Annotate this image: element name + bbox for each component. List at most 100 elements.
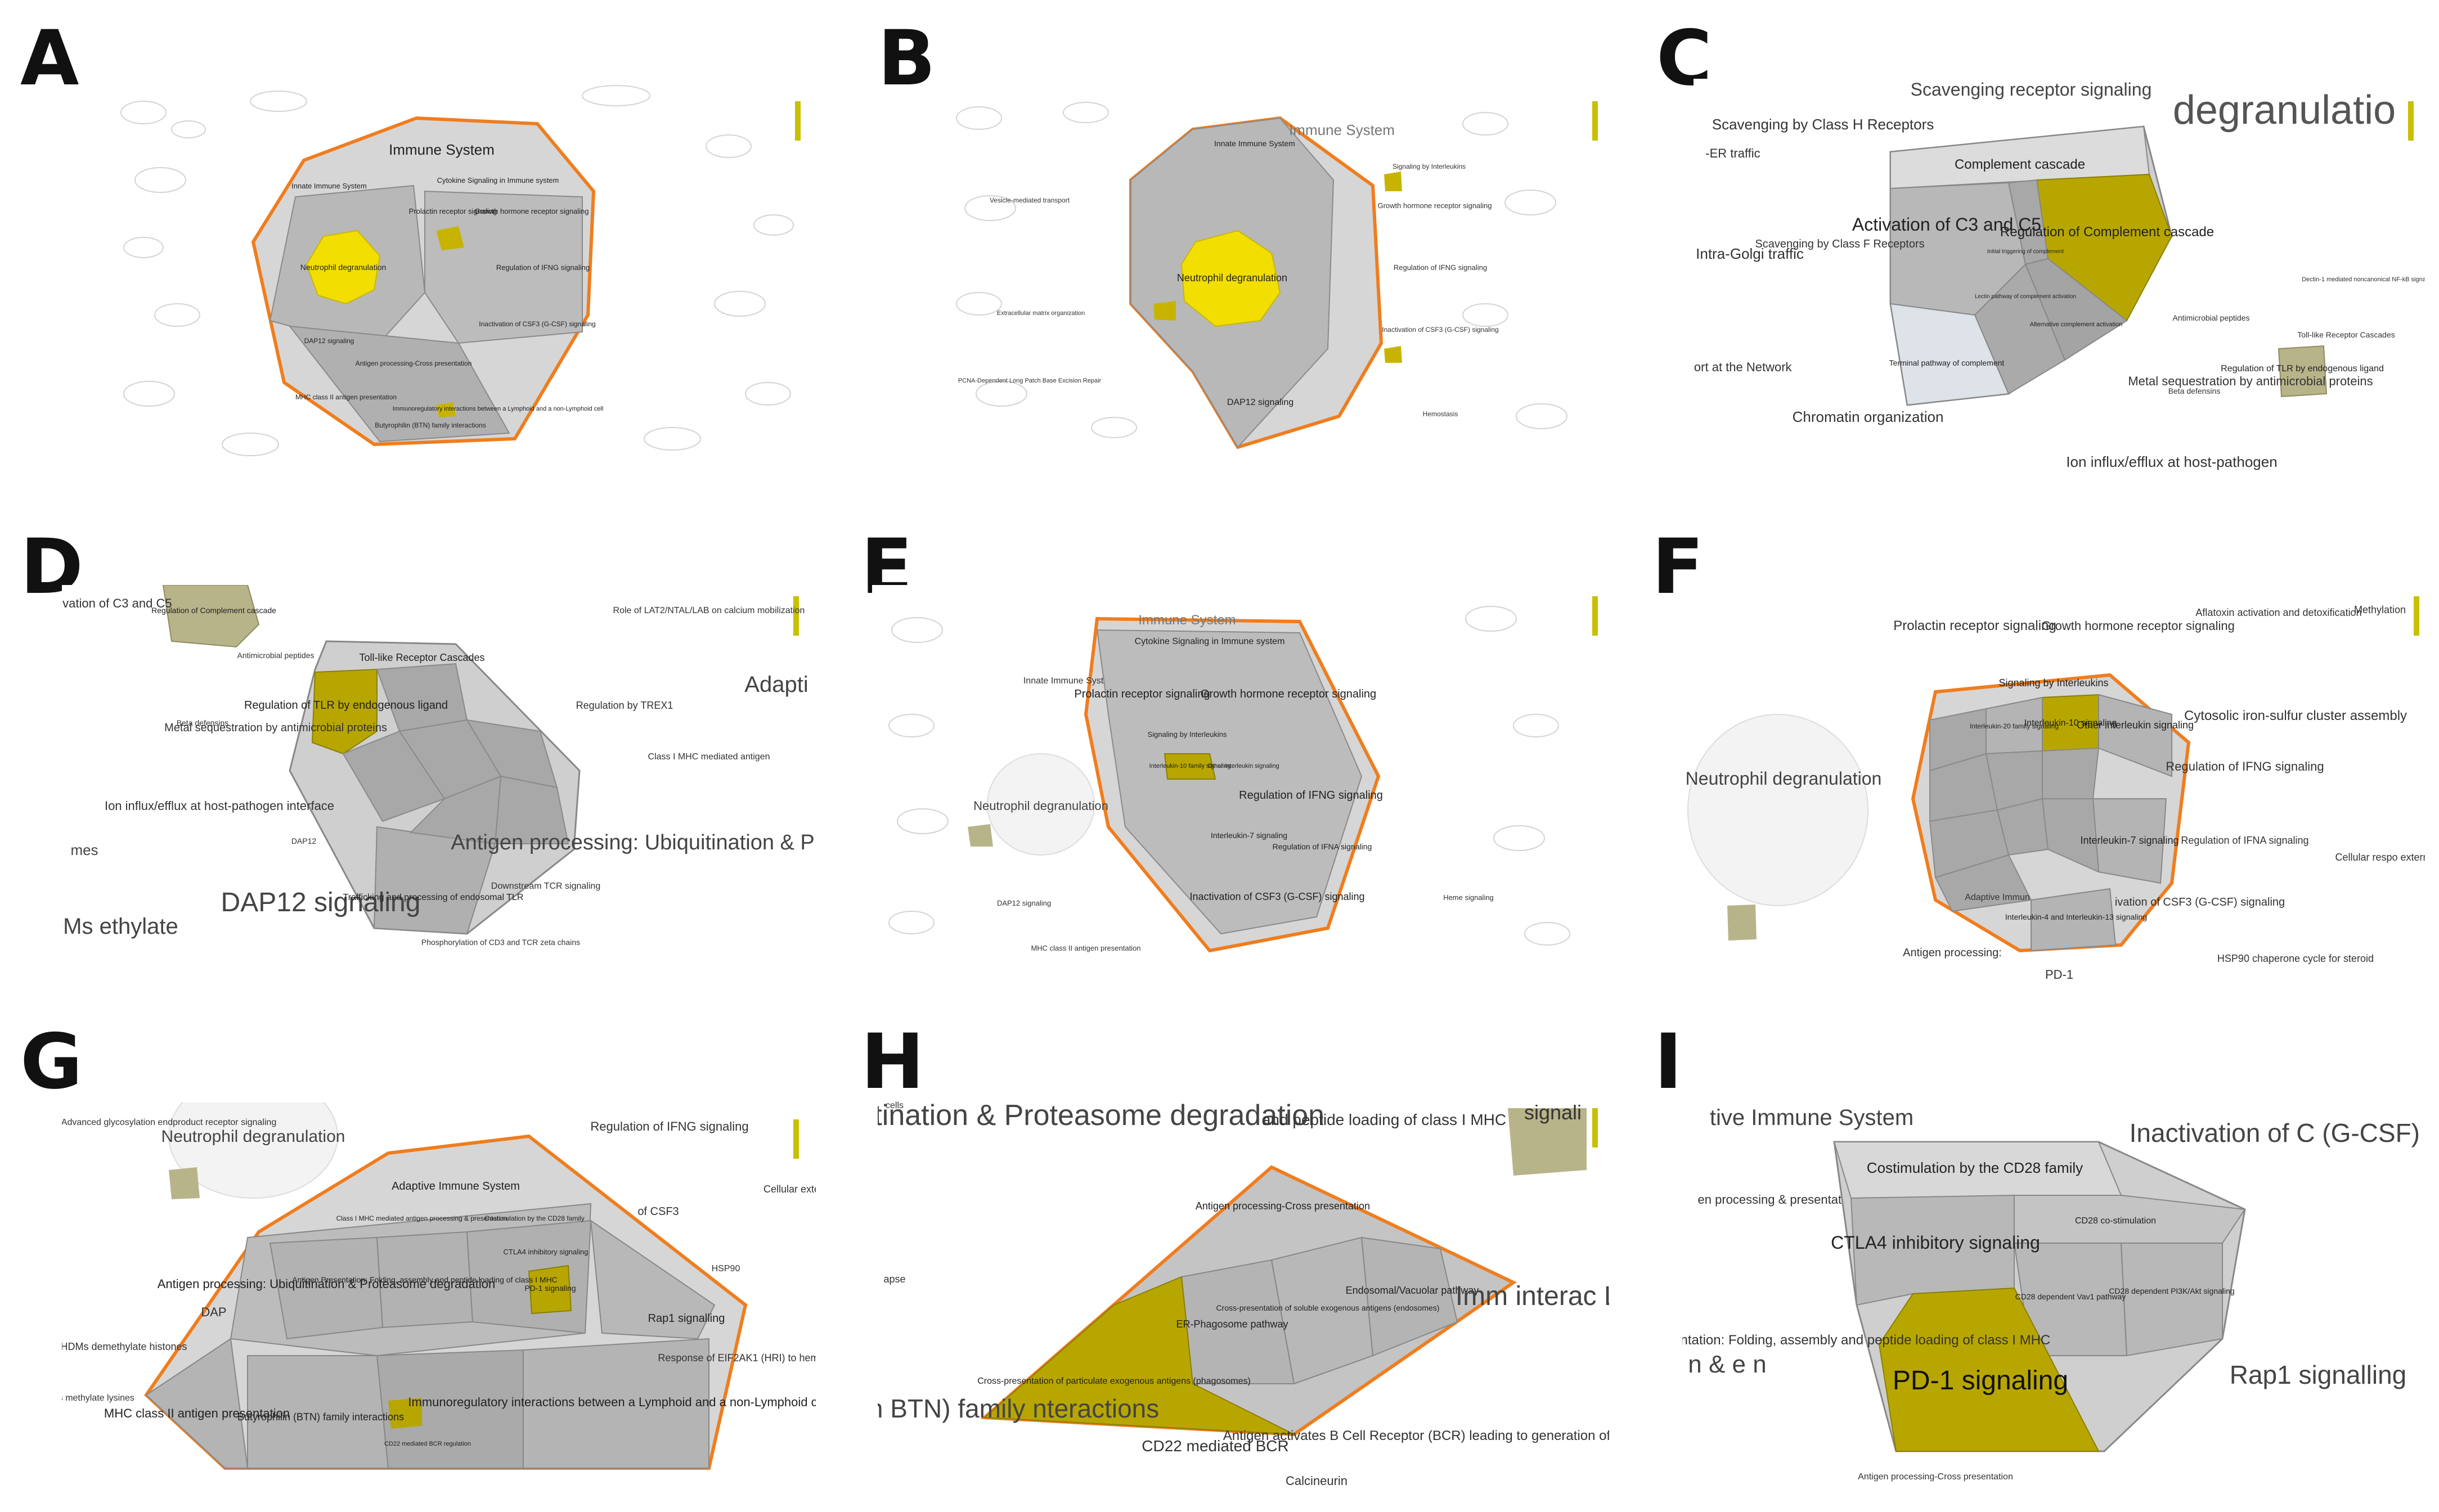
- eif2ak1-label: Response of EIF2AK1 (HRI) to heme defici…: [658, 1352, 816, 1364]
- role-lat2-label: Role of LAT2/NTAL/LAB on calcium mobiliz…: [613, 606, 805, 615]
- interleukin-label: Signaling by Interleukins: [1148, 730, 1227, 739]
- cellular-label: Cellular respo external st: [2335, 852, 2425, 863]
- scav-h-label: Scavenging by Class H Receptors: [1712, 116, 1934, 133]
- neutrophil-node[interactable]: [987, 753, 1095, 856]
- panel-i[interactable]: tive Immune System en processing & prese…: [1682, 1091, 2425, 1496]
- antigen-pres-label: MHC class II antigen presentation: [1031, 944, 1140, 952]
- panel-h[interactable]: Ubiquitination & Proteasome degradation …: [878, 1091, 1609, 1496]
- antimicrobial-label: Antimicrobial peptides: [2173, 313, 2250, 322]
- neutrophil-node[interactable]: [1687, 714, 1868, 906]
- amp-label: n & e n: [1688, 1351, 1766, 1378]
- growth-label: Growth hormone receptor signaling: [1377, 201, 1492, 210]
- panel-letter-i: I: [1654, 1018, 1683, 1106]
- il10-label: Interleukin-10 signaling: [2024, 718, 2117, 728]
- antigen-label: Antigen processing: Ubiquitination & Pro…: [451, 831, 816, 854]
- butyro-label: utyrophilin BTN) family nteractions: [878, 1394, 1159, 1423]
- panel-e[interactable]: Immune System Cytokine Signaling in Immu…: [872, 585, 1609, 979]
- immunoreg-node[interactable]: [523, 1338, 709, 1469]
- csf3-label: ivation of CSF3 (G-CSF) signaling: [2115, 896, 2285, 908]
- neutrophil-label: Neutrophil degranulation: [1686, 768, 1882, 789]
- highlight-node-a1[interactable]: [436, 226, 464, 250]
- highlight-node-b2[interactable]: [1384, 172, 1402, 191]
- phospho-label: Phosphorylation of CD3 and TCR zeta chai…: [421, 938, 580, 947]
- ecm-label: Extracellular matrix organization: [997, 310, 1085, 317]
- innate-label: Innate Immune System: [291, 182, 367, 190]
- ifng-label: Regulation of IFNG signaling: [1239, 789, 1383, 802]
- transport-label: nsport at the Network: [1694, 360, 1793, 374]
- antigen-pres-label: Antigen Presentation: Folding, assembly …: [1682, 1333, 2050, 1348]
- neutrophil-degranulation-node[interactable]: [1180, 230, 1281, 327]
- cd28-pi3k-node[interactable]: [2120, 1243, 2223, 1357]
- rap1-node[interactable]: [590, 1219, 716, 1340]
- highlight-node-g1[interactable]: [169, 1167, 200, 1199]
- color-scale-bar: [2414, 596, 2419, 636]
- activation-label: Activation of C3 and C5: [1852, 214, 2041, 235]
- growth-label: Growth hormone receptor signaling: [2041, 619, 2235, 633]
- regulation-trex1-label: Regulation by TREX1: [576, 700, 673, 711]
- highlight-node-a2[interactable]: [436, 402, 456, 417]
- neutrophil-degranulation-node[interactable]: [306, 230, 381, 305]
- interleukins-label: Signaling by Interleukins: [1998, 677, 2108, 688]
- panel-a[interactable]: Immune System Innate Immune System Cytok…: [110, 79, 816, 472]
- cd22-label: CD22 mediated BCR: [1142, 1437, 1288, 1455]
- panel-b[interactable]: Immune System Innate Immune System Neutr…: [945, 79, 1609, 472]
- regulation-complement-node[interactable]: [162, 585, 260, 648]
- innate-label: Innate Immune System: [1214, 139, 1295, 148]
- pd1-node[interactable]: [528, 1264, 572, 1315]
- il10-node[interactable]: [1164, 753, 1216, 780]
- neutrophil-label: Neutrophil degranulation: [300, 263, 387, 272]
- neutrophil-label: Neutrophil degranulation: [1177, 272, 1287, 284]
- beta-def-label: Beta defensins: [177, 718, 229, 727]
- other-il-node[interactable]: [2098, 694, 2172, 777]
- background-pathway-noise: [888, 606, 1570, 946]
- cd28-costim-node[interactable]: [2014, 1195, 2246, 1244]
- highlight-node-b1[interactable]: [1153, 301, 1176, 321]
- cytokine-label: Cytokine Signaling in Immune system: [437, 176, 559, 184]
- highlight-node-b3[interactable]: [1384, 346, 1402, 363]
- il4-node[interactable]: [2031, 888, 2117, 952]
- color-scale-bar: [793, 596, 799, 636]
- color-scale-bar: [795, 101, 801, 141]
- pd1-node[interactable]: [1878, 1287, 2100, 1452]
- tlr-endogenous-node[interactable]: [2278, 345, 2328, 398]
- heme-label: Heme signaling: [1443, 893, 1494, 902]
- immune-system-label: Immune System: [1138, 613, 1236, 628]
- panel-c[interactable]: Scavenging receptor signaling degranulat…: [1694, 79, 2425, 472]
- cells-label: cells: [886, 1101, 904, 1110]
- tlr-endogenous-node[interactable]: [311, 668, 378, 755]
- methylation-label: Methylation: [2354, 604, 2406, 615]
- top-fragment-label: Scavenging receptor signaling: [1911, 79, 2152, 100]
- endosomal-node[interactable]: [1360, 1236, 1458, 1357]
- apse-label: apse: [883, 1274, 905, 1285]
- cross-part-label: Cross-presentation of particulate exogen…: [977, 1376, 1251, 1386]
- adaptive-label: tive Immune System: [1710, 1105, 1914, 1130]
- highlight-node-g2[interactable]: [388, 1398, 422, 1429]
- cellular-label: Cellular exter: [763, 1184, 816, 1195]
- interleukin-subnodes: [1929, 708, 2100, 912]
- color-scale-bar: [2408, 101, 2414, 141]
- butyro-label: Butyrophilin (BTN) family interactions: [237, 1411, 404, 1423]
- panel-g[interactable]: Neutrophil degranulation Advanced glycos…: [62, 1102, 816, 1496]
- highlight-node-e1[interactable]: [968, 824, 993, 847]
- neutrophil-node[interactable]: [168, 1102, 338, 1199]
- antigen-ub-label: Antigen processing: Ubiquitination & Pro…: [158, 1277, 496, 1291]
- mhc2-label: MHC class II antigen presentation: [104, 1406, 290, 1420]
- pd1-label: PD-1 signaling: [524, 1284, 576, 1293]
- cytokine-region[interactable]: [424, 190, 583, 344]
- inactivation-label: Inactivation of C (G-CSF) signaling: [2130, 1118, 2425, 1148]
- er-traffic-label: -ER traffic: [1705, 146, 1760, 160]
- panel-d[interactable]: Activation of C3 and C5 Regulation of Co…: [62, 585, 816, 979]
- innate-label: Innate Immune Syst: [1023, 676, 1104, 686]
- cross-sol-label: Cross-presentation of soluble exogenous …: [1216, 1303, 1440, 1312]
- panel-f[interactable]: Prolactin receptor signaling Growth horm…: [1682, 585, 2425, 990]
- lectin-node[interactable]: [1974, 263, 2066, 395]
- ctla4-label: CTLA4 inhibitory signaling: [1831, 1232, 2040, 1253]
- neutrophil-label: Neutrophil degranulation: [973, 799, 1108, 813]
- rap1-label: Rap1 signalling: [648, 1312, 725, 1325]
- cytokine-region[interactable]: [1096, 629, 1363, 935]
- signali-node[interactable]: [1508, 1108, 1587, 1176]
- cross-particulate-node[interactable]: [983, 1276, 1295, 1435]
- cytokine-label: Cytokine Signaling in Immune system: [1135, 637, 1285, 646]
- highlight-node-f1[interactable]: [1727, 904, 1757, 940]
- antigen-b-label: Antigen activates B Cell Receptor (BCR) …: [1223, 1428, 1609, 1443]
